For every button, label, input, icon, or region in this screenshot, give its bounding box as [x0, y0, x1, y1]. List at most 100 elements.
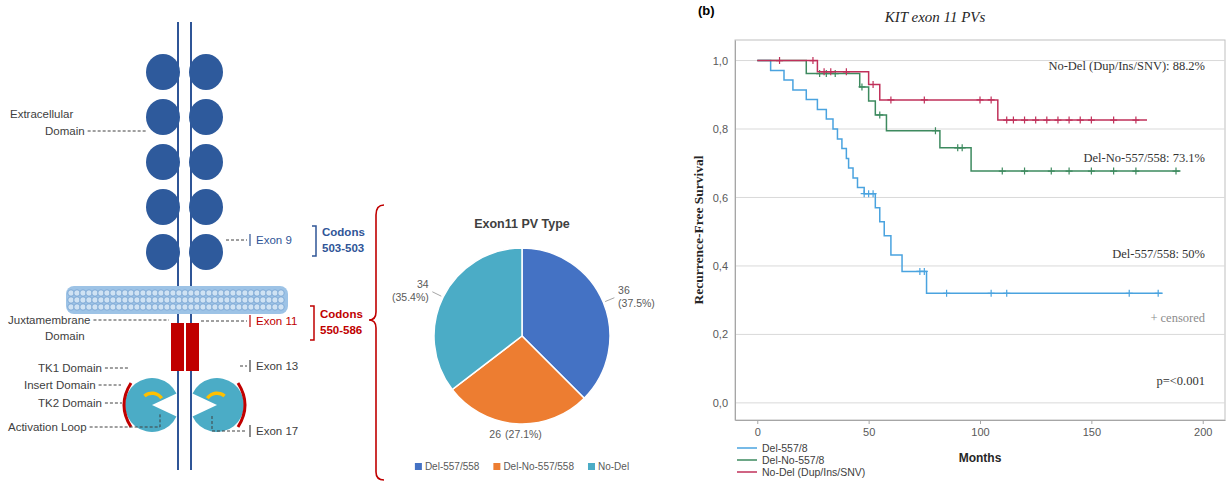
codon-bracket	[310, 306, 314, 340]
membrane-bead	[242, 297, 248, 303]
legend-item: Del-557/558	[415, 461, 480, 472]
tick: 50	[863, 420, 875, 438]
censor-mark	[977, 96, 984, 103]
pie-slice	[434, 248, 522, 390]
membrane-bead	[80, 297, 86, 303]
membrane-bead	[260, 304, 266, 310]
censor-mark	[921, 268, 928, 275]
censor-mark	[870, 81, 877, 88]
censor-mark	[1132, 117, 1139, 124]
membrane-bead	[218, 304, 224, 310]
membrane-bead	[266, 290, 272, 296]
membrane-bead	[224, 304, 230, 310]
tick-mark	[1203, 420, 1204, 424]
membrane-bead	[104, 290, 110, 296]
grid-line	[735, 197, 1225, 198]
membrane-bead	[206, 297, 212, 303]
membrane-bead	[134, 297, 140, 303]
membrane-bead	[128, 290, 134, 296]
ig-domain	[146, 234, 180, 270]
label-percent: (27.1%)	[505, 428, 542, 440]
leader-line	[93, 320, 169, 321]
survival-curve	[757, 61, 1162, 294]
membrane-bead	[212, 297, 218, 303]
censor-mark	[959, 144, 966, 151]
annotation: + censored	[1150, 311, 1205, 325]
diagram-label: TK2 Domain	[38, 397, 102, 409]
membrane-bead	[74, 290, 80, 296]
chart-title: Exon11 PV Type	[474, 217, 570, 231]
censor-mark	[988, 290, 995, 297]
censor-mark	[1132, 168, 1139, 175]
tick-label: 0,0	[713, 397, 728, 409]
legend-swatch	[737, 471, 757, 473]
exon11-bracket	[369, 205, 384, 480]
censor-mark	[1010, 117, 1017, 124]
membrane-bead	[74, 297, 80, 303]
membrane-bead	[146, 304, 152, 310]
membrane-bead	[260, 290, 266, 296]
diagram-label: Extracellular	[10, 108, 73, 120]
membrane-bead	[254, 297, 260, 303]
codon-label: 550-586	[320, 324, 362, 336]
censor-mark	[870, 190, 877, 197]
exon-tick	[249, 315, 250, 327]
membrane-bead	[182, 297, 188, 303]
grid-line	[735, 129, 1225, 130]
tick-label: 0,2	[713, 328, 728, 340]
membrane-bead	[200, 304, 206, 310]
membrane-bead	[242, 290, 248, 296]
censor-mark	[1054, 117, 1061, 124]
activation-loop	[206, 391, 226, 399]
tick: 0	[755, 420, 761, 438]
kinase-lobe	[125, 378, 176, 432]
label-leader	[432, 292, 441, 296]
membrane-bead	[278, 304, 284, 310]
label-value: 36	[618, 284, 630, 296]
censor-mark	[1003, 290, 1010, 297]
membrane-bead	[164, 304, 170, 310]
data-label: 34(35.4%)	[392, 278, 429, 303]
membrane-bead	[80, 304, 86, 310]
panel-label: (b)	[698, 3, 715, 18]
censor-mark	[1088, 168, 1095, 175]
censor-mark	[809, 57, 816, 64]
membrane-bead	[230, 304, 236, 310]
leader-line	[226, 240, 247, 241]
membrane-bead	[248, 290, 254, 296]
censor-mark	[1048, 168, 1055, 175]
membrane-bead	[134, 304, 140, 310]
membrane-bead	[122, 304, 128, 310]
membrane-bead	[170, 297, 176, 303]
membrane-bead	[224, 297, 230, 303]
membrane-bead	[188, 290, 194, 296]
membrane-bead	[92, 297, 98, 303]
diagram-label: Juxtamembrane	[8, 314, 90, 326]
membrane-bead	[152, 297, 158, 303]
legend-swatch	[415, 463, 422, 470]
legend: Del-557/558Del-No-557/558No-Del	[415, 461, 629, 472]
tick: 150	[1083, 420, 1101, 438]
grid-line	[735, 334, 1225, 335]
membrane-bead	[86, 297, 92, 303]
membrane-bead	[116, 304, 122, 310]
membrane-bead	[98, 304, 104, 310]
membrane-bead	[134, 290, 140, 296]
leader-line	[88, 131, 146, 132]
tick-mark	[1091, 420, 1092, 424]
membrane-bead	[260, 297, 266, 303]
tick: 200	[1194, 420, 1212, 438]
legend-label: Del-557/558	[425, 461, 480, 472]
annotation: No-Del (Dup/Ins/SNV): 88.2%	[1048, 59, 1205, 73]
tick: 0,2	[713, 328, 735, 340]
exon-label: Exon 13	[256, 360, 298, 372]
ig-domain	[146, 144, 180, 180]
data-label: 36(37.5%)	[618, 284, 655, 309]
membrane-bead	[68, 304, 74, 310]
membrane-bead	[206, 304, 212, 310]
censor-mark	[1066, 168, 1073, 175]
membrane-bead	[104, 297, 110, 303]
slices	[434, 248, 610, 424]
membrane-bead	[110, 297, 116, 303]
tick-mark	[980, 420, 981, 424]
